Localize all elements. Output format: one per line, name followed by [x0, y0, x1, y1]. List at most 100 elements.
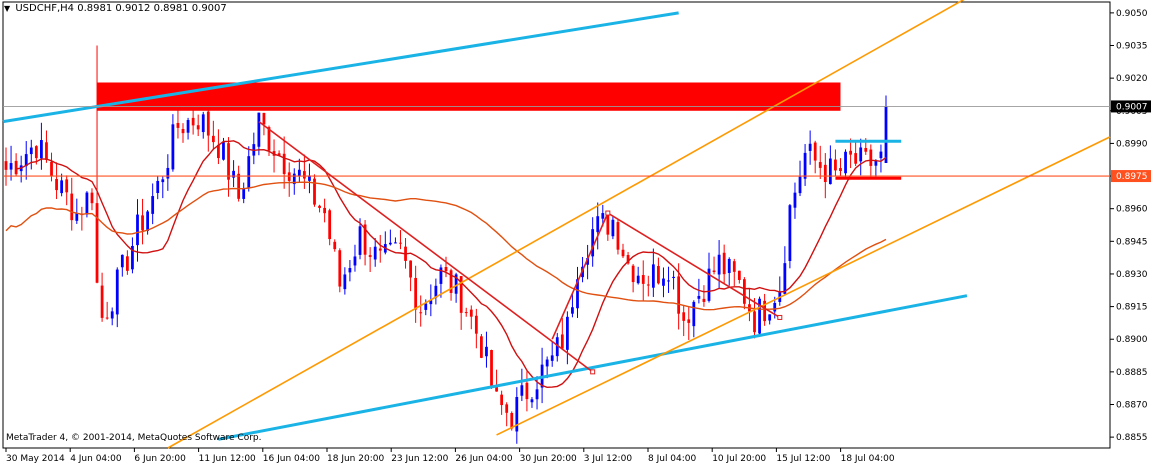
candle-body [758, 298, 761, 334]
candle-body [823, 164, 827, 183]
candle-body [196, 125, 200, 130]
high-value: 0.9012 [115, 3, 151, 14]
candle-body [793, 192, 797, 208]
candle-body [242, 187, 246, 199]
candle-body [560, 334, 564, 349]
candle-body [722, 252, 726, 275]
open-value: 0.8981 [77, 3, 113, 14]
candle-body [131, 245, 134, 270]
candle-body [50, 161, 53, 176]
candle-body [60, 180, 64, 194]
candle-body [29, 147, 33, 155]
candle-body [348, 268, 352, 273]
candle-body [869, 149, 873, 166]
candle-body [211, 135, 215, 143]
candle-body [151, 196, 155, 214]
candle-body [171, 124, 175, 170]
candle-body [464, 312, 468, 314]
level-price-box [1111, 170, 1151, 183]
candle-body [292, 173, 296, 185]
y-tick-label: 0.8885 [1116, 368, 1148, 378]
candle-body [808, 143, 812, 151]
candle-body [849, 150, 852, 155]
candle-body [662, 278, 665, 286]
lower-blue-trendline [218, 294, 968, 441]
candle-body [565, 316, 569, 350]
candle-body [318, 205, 321, 208]
candle-body [732, 261, 736, 272]
plot-frame [2, 1, 1111, 449]
candle-body [550, 355, 554, 361]
candle-body [156, 180, 160, 194]
candle-body [576, 279, 579, 309]
triangle-down-icon[interactable]: ▼ [4, 4, 11, 13]
candle-body [449, 270, 453, 293]
close-value: 0.9007 [191, 3, 227, 14]
candle-body [864, 147, 868, 152]
candle-body [55, 179, 58, 191]
x-tick-label: 8 Jul 04:00 [648, 454, 697, 464]
candle-body [34, 146, 38, 159]
candle-body [773, 302, 777, 312]
candle-body [70, 193, 74, 221]
candle-body [555, 337, 559, 357]
candle-body [500, 394, 504, 406]
candle-body [651, 264, 655, 288]
candle-body [474, 315, 478, 334]
candle-body [343, 274, 347, 290]
candles [4, 45, 888, 444]
candle-body [313, 178, 316, 205]
candle-body [9, 163, 13, 170]
candle-body [297, 169, 301, 177]
candle-body [510, 412, 514, 429]
candle-body [24, 154, 28, 167]
candle-body [378, 248, 382, 251]
candle-body [125, 256, 129, 271]
candle-body [879, 151, 883, 159]
candle-body [323, 207, 327, 214]
y-tick-label: 0.8900 [1116, 335, 1148, 345]
candle-body [545, 359, 549, 367]
candle-body [65, 179, 69, 193]
candle-body [85, 192, 89, 215]
candle-body [485, 346, 488, 357]
candle-body [444, 267, 448, 272]
candle-body [591, 229, 595, 257]
current-price-label: 0.9007 [1116, 102, 1148, 112]
candle-body [702, 298, 706, 302]
candle-body [743, 279, 746, 304]
candle-body [712, 270, 716, 273]
candle-body [328, 210, 332, 240]
candle-body [95, 203, 99, 283]
y-tick-label: 0.8855 [1116, 433, 1148, 443]
candle-body [803, 152, 807, 179]
candle-body [626, 255, 630, 264]
zigzag-point [605, 210, 611, 216]
candle-body [373, 246, 377, 260]
candle-body [768, 314, 772, 321]
candle-body [75, 213, 79, 221]
candle-body [308, 175, 311, 181]
candle-body [136, 214, 139, 246]
candle-body [247, 156, 251, 188]
candle-body [631, 265, 635, 283]
candle-body [611, 219, 615, 237]
candle-body [237, 173, 241, 199]
candle-body [176, 122, 180, 128]
upper-blue-trendline [2, 11, 679, 124]
candle-body [110, 311, 114, 319]
chart-objects[interactable] [2, 0, 1111, 449]
x-tick-label: 15 Jul 12:00 [776, 454, 830, 464]
x-tick-label: 26 Jun 04:00 [455, 454, 512, 464]
candle-body [303, 171, 306, 179]
candle-body [206, 111, 210, 136]
y-tick-label: 0.8915 [1116, 303, 1148, 313]
candle-body [490, 350, 493, 386]
candle-body [232, 170, 235, 178]
candle-body [657, 266, 660, 284]
time-axis: 30 May 2014 4 Jun 04:00 6 Jun 20:00 11 Jun … [5, 448, 895, 464]
candle-body [191, 117, 195, 126]
candle-body [201, 114, 205, 133]
